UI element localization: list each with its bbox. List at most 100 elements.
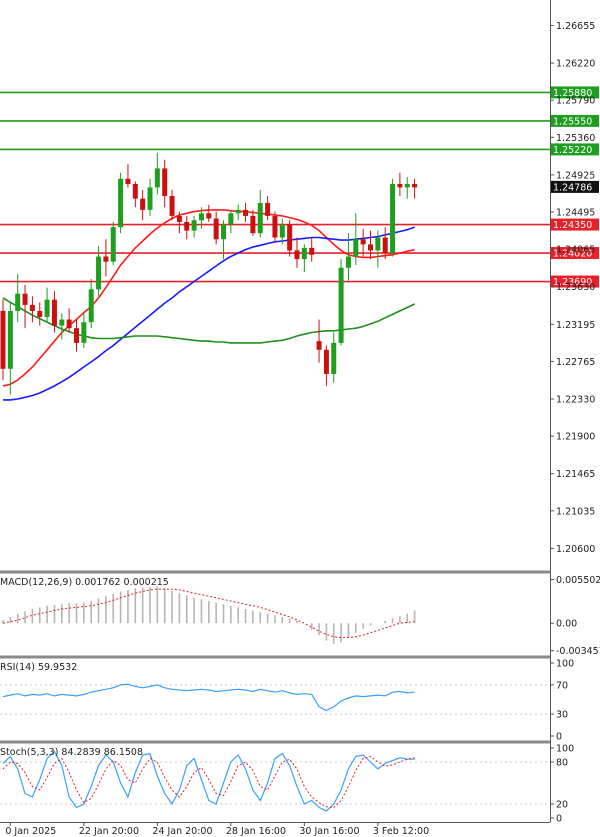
candle-body [125, 178, 131, 184]
panel-separator [0, 655, 550, 659]
candle-body [353, 239, 359, 257]
time-tick-label: 30 Jan 16:00 [299, 826, 359, 837]
candle-body [162, 168, 168, 197]
candle-body [265, 202, 271, 216]
candle-body [228, 213, 234, 225]
stoch-k-line [2, 750, 415, 812]
candle-body [338, 267, 344, 343]
price-tick-label: 1.26220 [556, 59, 595, 70]
level-label: 1.23690 [553, 277, 592, 288]
level-label: 1.25220 [553, 145, 592, 156]
candle-body [176, 215, 182, 222]
current-price-label: 1.24786 [553, 182, 592, 193]
candle-body [7, 310, 13, 369]
time-tick-label: 3 Feb 12:00 [373, 826, 429, 837]
time-axis: 0 Jan 2025 22 Jan 20:00 24 Jan 20:00 28 Jan… [5, 822, 429, 837]
candle-body [257, 202, 263, 234]
candle-body [88, 289, 94, 323]
level-tag [551, 86, 599, 99]
stoch-tick-label: 80 [556, 758, 568, 769]
candle-body [331, 342, 337, 374]
candle-body [110, 227, 116, 262]
candle-body [74, 328, 79, 343]
level-tag [551, 114, 599, 127]
level-tag [551, 218, 599, 231]
candle-body [29, 304, 35, 311]
time-tick-label: 28 Jan 16:00 [226, 826, 286, 837]
time-tick-label: 0 Jan 2025 [5, 826, 56, 837]
moving-average-line [3, 226, 415, 401]
candle-body [243, 209, 249, 216]
candle-body [22, 293, 28, 305]
candle-body [132, 183, 138, 199]
candle-body [103, 256, 109, 262]
rsi-tick-label: 100 [556, 659, 574, 670]
candle-body [140, 198, 146, 210]
candle-body [294, 250, 300, 260]
candle-body [309, 247, 315, 255]
candle-body [191, 220, 197, 231]
candle-body [397, 183, 403, 188]
price-tick-label: 1.25790 [556, 96, 595, 107]
stoch-tick-label: 100 [556, 744, 574, 755]
price-tick-label: 1.24495 [556, 208, 595, 219]
candle-body [301, 247, 307, 260]
macd-tick-label: -0.003457 [556, 646, 600, 657]
time-tick-label: 24 Jan 20:00 [152, 826, 212, 837]
level-label: 1.24020 [553, 249, 592, 260]
price-tick-label: 1.20600 [556, 544, 595, 555]
candle-body [44, 299, 50, 317]
candle-body [404, 183, 410, 188]
stochastic-panel: Stoch(5,3,3) 84.2839 86.1508 100 80 20 0 [0, 744, 574, 825]
candle-body [198, 213, 204, 221]
rsi-tick-label: 70 [556, 680, 568, 691]
price-tick-label: 1.21035 [556, 506, 595, 517]
candle-body [250, 215, 256, 234]
candle-body [375, 237, 381, 251]
candle-body [382, 237, 388, 254]
candle-body [368, 244, 373, 251]
candle-body [59, 319, 65, 326]
chart-frame [0, 0, 551, 823]
candle-body [323, 349, 329, 374]
candle-body [184, 221, 190, 231]
macd-tick-label: 0.005502 [556, 575, 600, 586]
rsi-label: RSI(14) 59.9532 [0, 662, 77, 673]
stoch-tick-label: 20 [556, 800, 568, 811]
price-axis: 1.26655 1.26220 1.25790 1.25360 1.24925 1.244… [550, 21, 595, 555]
panel-separator [0, 740, 550, 744]
candlesticks [0, 152, 418, 395]
candle-body [272, 215, 278, 238]
price-tick-label: 1.24925 [556, 170, 595, 181]
price-tick-label: 1.23630 [556, 282, 595, 293]
candle-body [206, 213, 212, 219]
time-tick-label: 22 Jan 20:00 [79, 826, 139, 837]
stoch-label: Stoch(5,3,3) 84.2839 86.1508 [0, 747, 143, 758]
candle-body [81, 322, 87, 343]
candle-body [147, 187, 153, 210]
moving-average-line [2, 297, 415, 344]
candle-body [412, 183, 418, 188]
candle-body [51, 299, 57, 326]
candle-body [345, 256, 351, 268]
moving-averages [2, 209, 415, 401]
candle-body [279, 224, 285, 238]
candle-body [169, 196, 175, 216]
level-label: 1.25880 [553, 88, 592, 99]
stoch-d-line [2, 755, 415, 809]
rsi-tick-label: 30 [556, 710, 568, 721]
candle-body [221, 224, 226, 240]
rsi-panel: RSI(14) 59.9532 100 70 30 0 [0, 659, 574, 743]
level-tag [551, 143, 599, 156]
level-label: 1.24350 [553, 220, 592, 231]
moving-average-line [2, 209, 415, 387]
rsi-tick-label: 0 [556, 732, 562, 743]
macd-label: MACD(12,26,9) 0.001762 0.000215 [0, 577, 169, 588]
price-tick-label: 1.22330 [556, 395, 595, 406]
price-tick-label: 1.21465 [556, 469, 595, 480]
candle-body [287, 224, 293, 251]
price-tick-label: 1.26655 [556, 21, 595, 32]
candle-body [390, 183, 396, 254]
candle-body [0, 310, 6, 369]
